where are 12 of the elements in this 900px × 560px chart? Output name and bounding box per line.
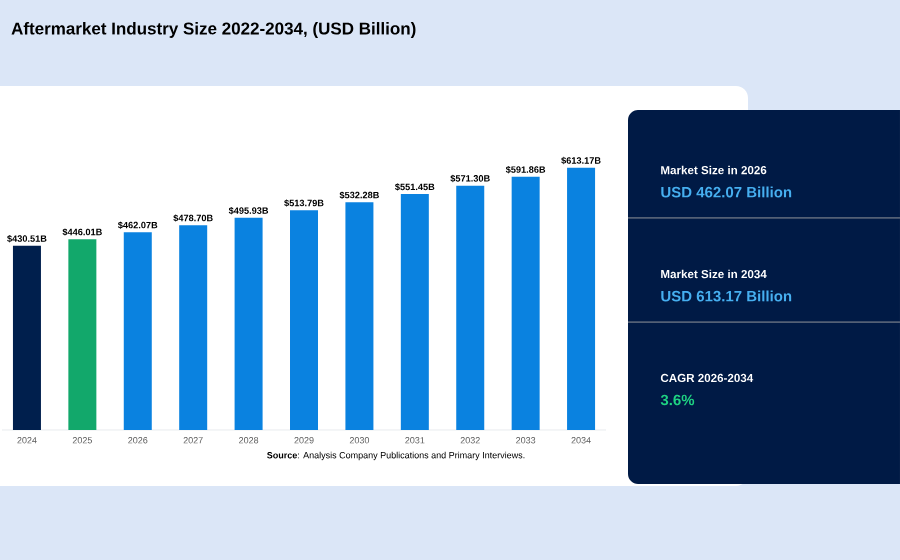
bar <box>12 245 41 430</box>
bar <box>345 202 374 430</box>
bar <box>567 167 596 430</box>
bar <box>123 232 152 430</box>
chart-title: Aftermarket Industry Size 2022-2034, (USD Billion) <box>11 22 416 38</box>
bar <box>179 225 208 430</box>
bar <box>290 210 318 430</box>
bar <box>456 185 485 430</box>
bar <box>68 239 97 430</box>
bar <box>511 176 540 430</box>
bar <box>400 194 429 430</box>
bar <box>234 217 263 430</box>
